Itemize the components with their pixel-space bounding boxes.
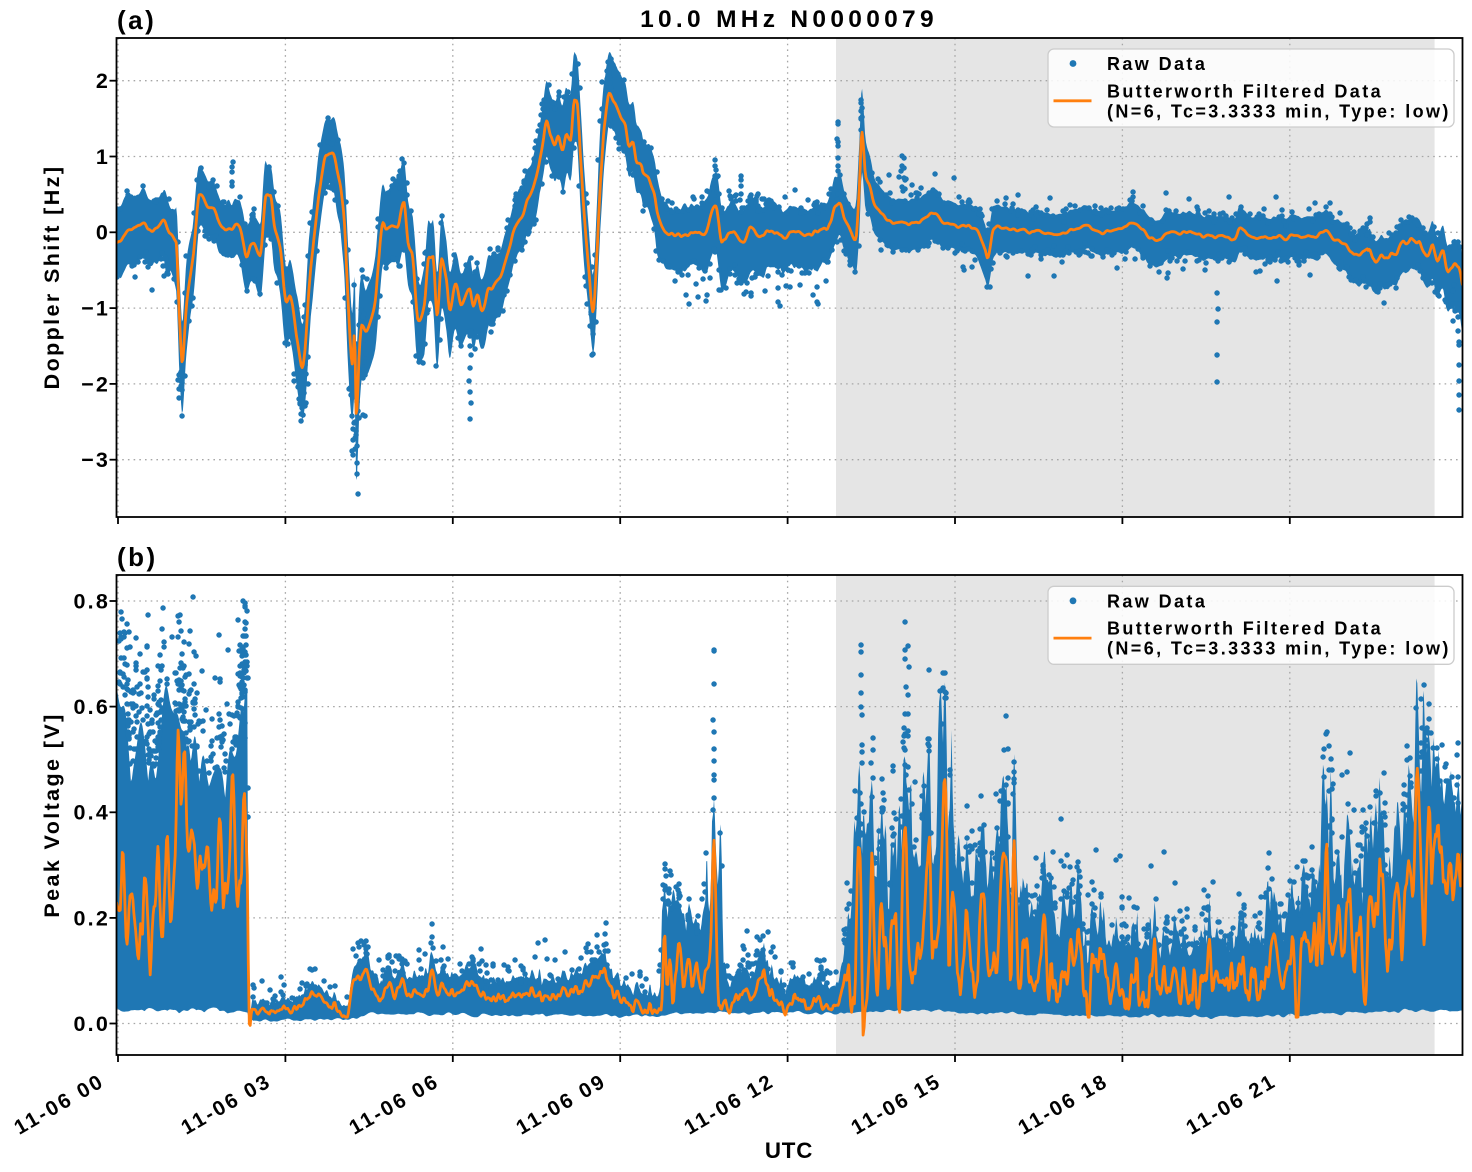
svg-text:Raw Data: Raw Data	[1107, 54, 1207, 74]
svg-text:0.8: 0.8	[74, 589, 111, 613]
svg-text:−3: −3	[81, 448, 110, 472]
svg-text:UTC: UTC	[765, 1138, 813, 1163]
svg-text:Raw Data: Raw Data	[1107, 591, 1207, 611]
svg-text:(N=6, Tc=3.3333 min, Type: low: (N=6, Tc=3.3333 min, Type: low)	[1107, 639, 1451, 659]
svg-text:0.6: 0.6	[74, 695, 111, 719]
svg-text:0: 0	[96, 221, 110, 245]
svg-text:0.0: 0.0	[74, 1012, 111, 1036]
svg-text:−1: −1	[81, 297, 110, 321]
svg-text:(a): (a)	[117, 5, 156, 35]
svg-text:(b): (b)	[117, 542, 158, 572]
svg-text:Butterworth Filtered Data: Butterworth Filtered Data	[1107, 81, 1383, 101]
svg-text:2: 2	[96, 69, 110, 93]
svg-text:0.4: 0.4	[74, 801, 111, 825]
svg-text:10.0 MHz N0000079: 10.0 MHz N0000079	[640, 6, 938, 33]
svg-text:0.2: 0.2	[74, 906, 111, 930]
svg-text:−2: −2	[81, 372, 110, 396]
svg-text:(N=6, Tc=3.3333 min, Type: low: (N=6, Tc=3.3333 min, Type: low)	[1107, 101, 1451, 121]
svg-text:Butterworth Filtered Data: Butterworth Filtered Data	[1107, 619, 1383, 639]
svg-text:Peak Voltage [V]: Peak Voltage [V]	[40, 712, 64, 917]
svg-text:1: 1	[96, 145, 110, 169]
svg-text:Doppler Shift [Hz]: Doppler Shift [Hz]	[40, 165, 64, 390]
